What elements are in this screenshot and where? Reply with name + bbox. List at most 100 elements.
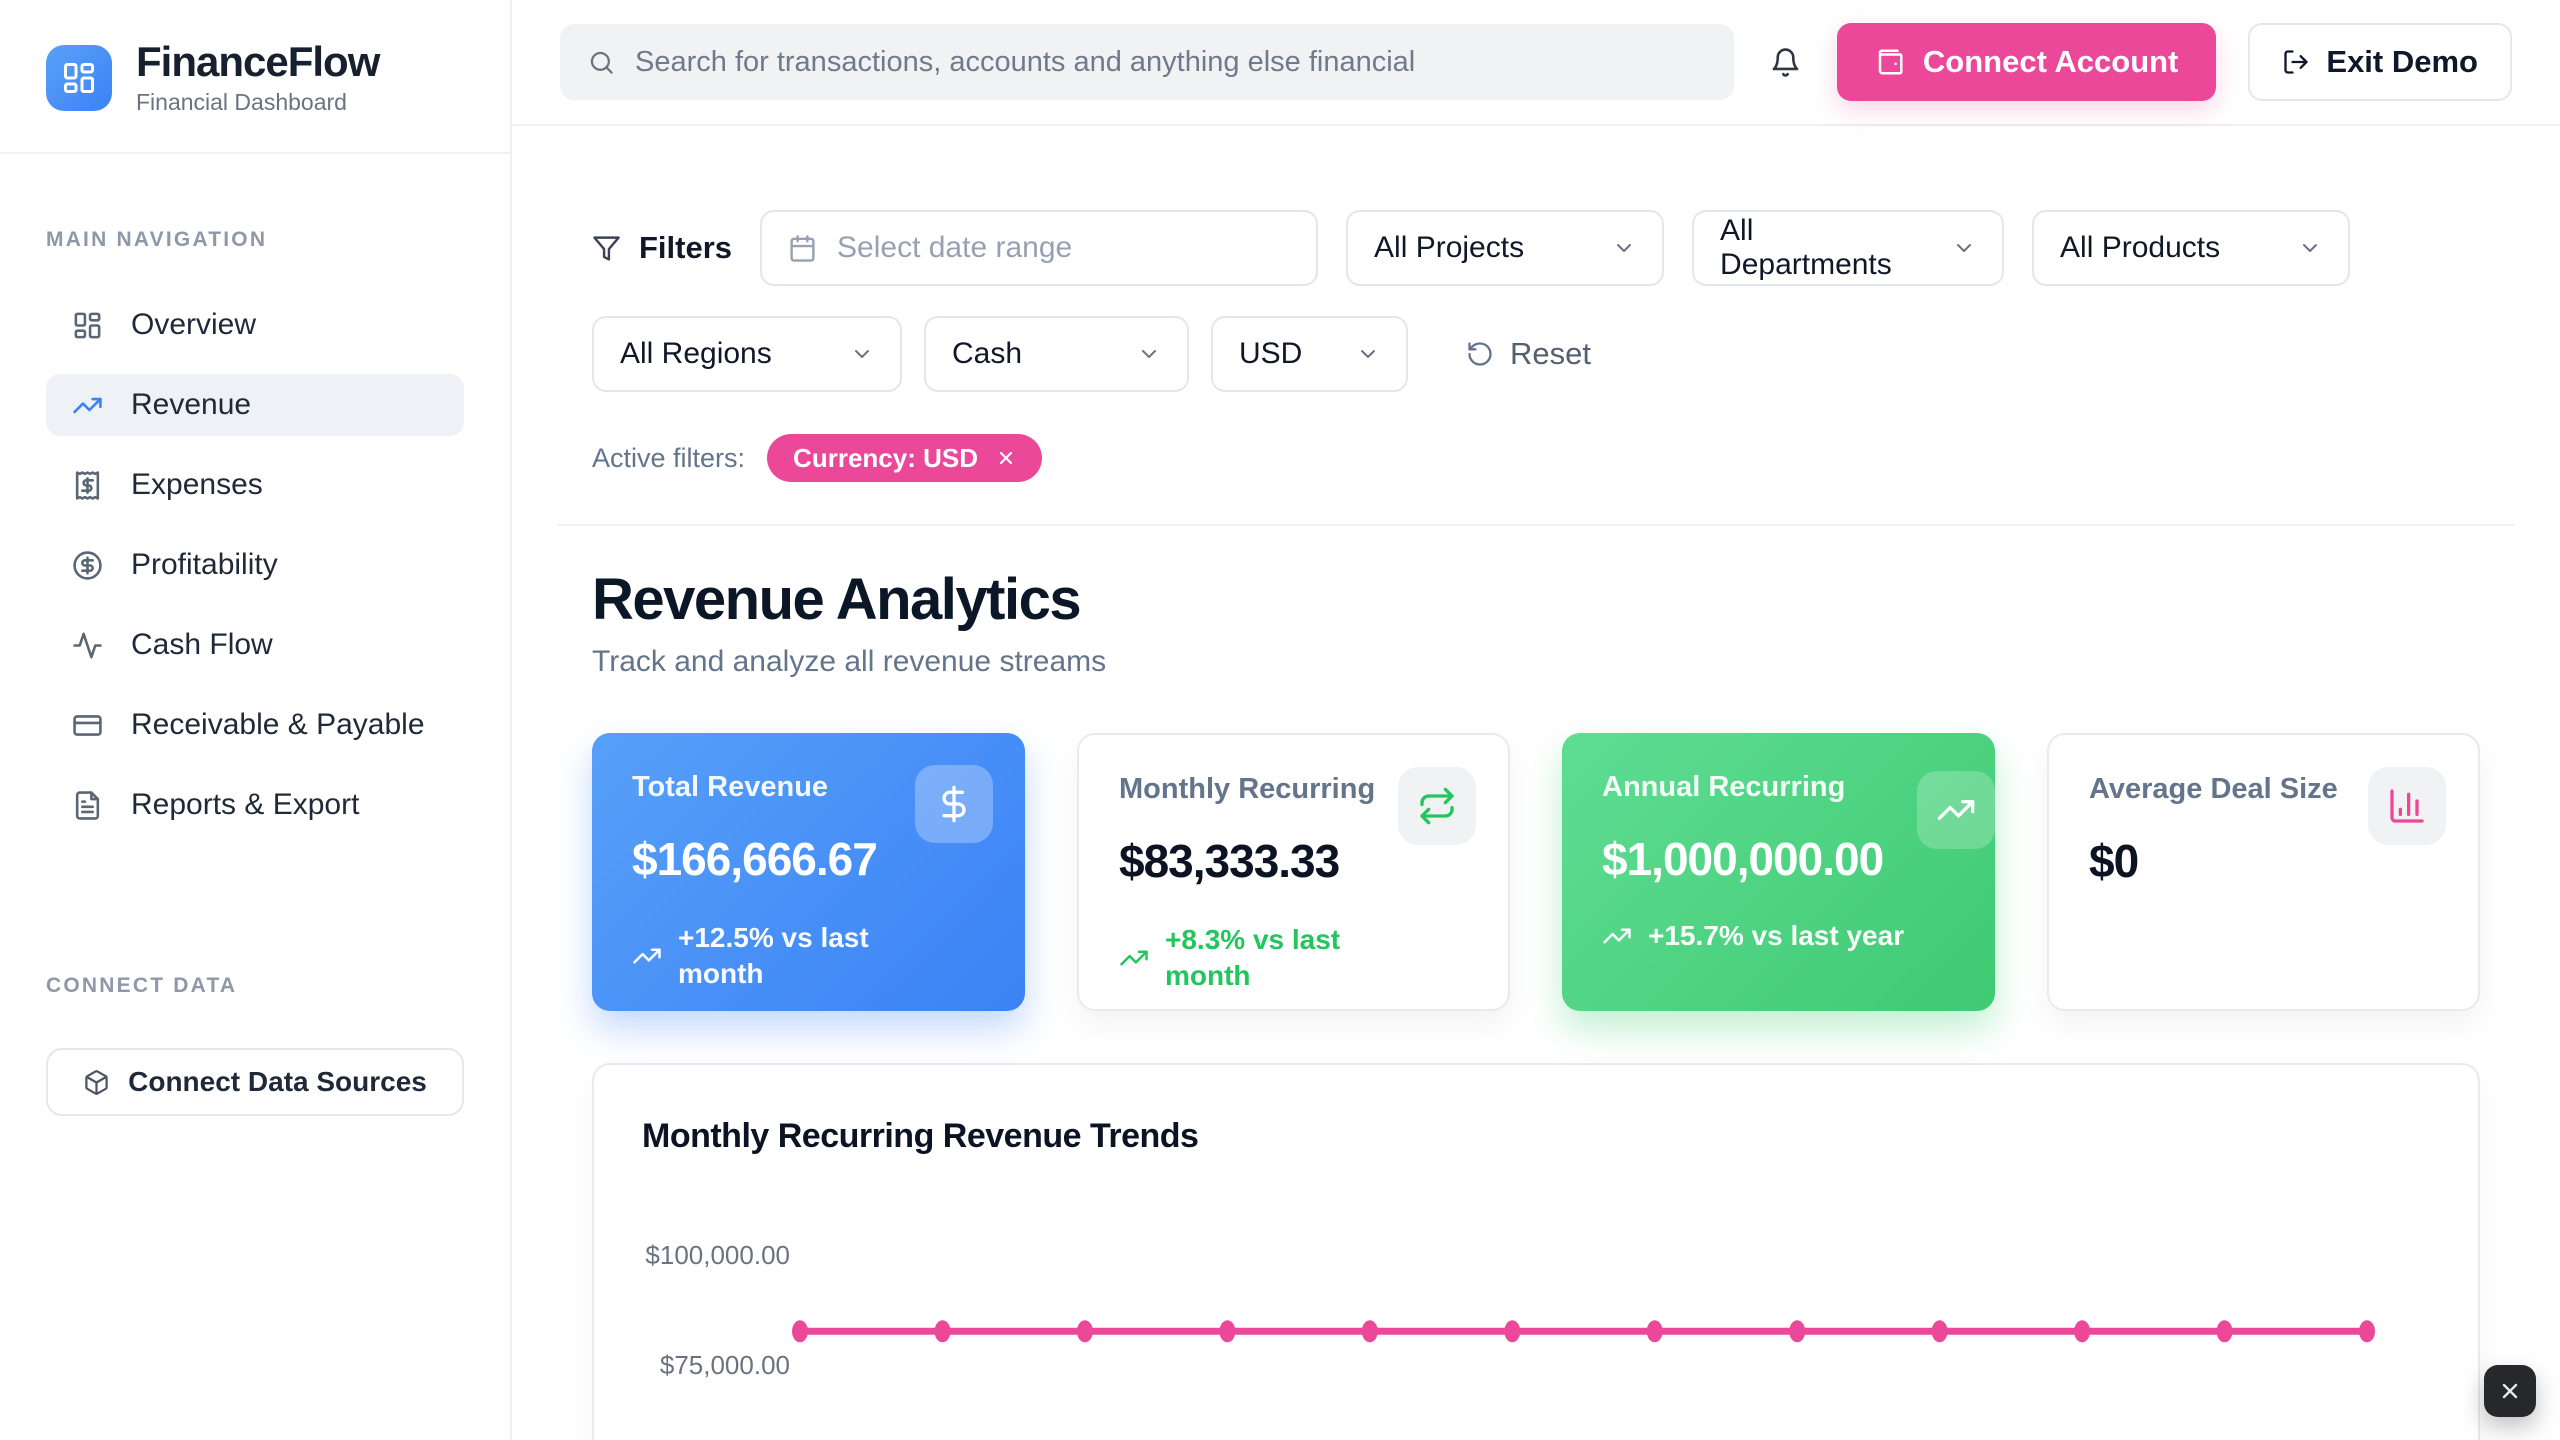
sidebar-item-reports-export[interactable]: Reports & Export: [46, 774, 464, 836]
y-axis-tick: $100,000.00: [645, 1240, 790, 1270]
divider: [558, 524, 2514, 526]
close-icon: [2502, 1383, 2518, 1399]
mrr-line-chart: $100,000.00 $75,000.00: [642, 1176, 2430, 1440]
sidebar-item-label: Profitability: [131, 548, 278, 582]
sidebar-item-overview[interactable]: Overview: [46, 294, 464, 356]
sidebar-item-label: Revenue: [131, 388, 252, 422]
filters-row-2: All Regions Cash USD Reset: [592, 316, 2480, 392]
chevron-down-icon: [1361, 350, 1375, 358]
metric-card-total-revenue: Total Revenue $166,666.67 +12.5% vs last…: [592, 733, 1025, 1011]
rotate-ccw-icon: [1468, 342, 1492, 366]
account-type-select[interactable]: Cash: [924, 316, 1189, 392]
dashboard-grid-icon: [72, 310, 103, 341]
metric-trend: +15.7% vs last year: [1602, 920, 1955, 952]
sidebar-item-cash-flow[interactable]: Cash Flow: [46, 614, 464, 676]
nav-section-label: MAIN NAVIGATION: [46, 228, 268, 252]
sidebar-item-profitability[interactable]: Profitability: [46, 534, 464, 596]
main-navigation: MAIN NAVIGATION Overview Revenue Expense…: [0, 154, 510, 1117]
wallet-icon: [1878, 49, 1903, 75]
chevron-down-icon: [1957, 244, 1972, 252]
notifications-button[interactable]: [1766, 43, 1805, 82]
receipt-icon: [72, 470, 103, 501]
metric-card-monthly-recurring: Monthly Recurring $83,333.33 +8.3% vs la…: [1077, 733, 1510, 1011]
brand-logo-icon: [46, 45, 112, 112]
currency-select[interactable]: USD: [1211, 316, 1408, 392]
metric-card-average-deal-size: Average Deal Size $0: [2047, 733, 2480, 1011]
active-filters-row: Active filters: Currency: USD: [592, 434, 2480, 482]
exit-demo-button[interactable]: Exit Demo: [2248, 23, 2512, 101]
exit-demo-label: Exit Demo: [2326, 44, 2478, 79]
trending-up-icon: [1120, 950, 1148, 966]
metric-label: Annual Recurring: [1602, 771, 1846, 803]
filters-row-1: Filters All Projects All Departments All…: [592, 210, 2480, 286]
sidebar-item-revenue[interactable]: Revenue: [46, 374, 464, 437]
repeat-icon: [1398, 767, 1476, 845]
metric-cards: Total Revenue $166,666.67 +12.5% vs last…: [592, 733, 2480, 1011]
products-select-value: All Products: [2060, 231, 2221, 264]
page-subtitle: Track and analyze all revenue streams: [592, 645, 1107, 678]
connect-data-section-label: CONNECT DATA: [46, 974, 238, 998]
departments-select-value: All Departments: [1720, 214, 1892, 281]
log-out-icon: [2284, 50, 2309, 74]
brand-tagline: Financial Dashboard: [136, 89, 347, 116]
metric-value: $83,333.33: [1119, 835, 1340, 887]
sidebar-item-label: Cash Flow: [131, 628, 273, 662]
page-title: Revenue Analytics: [592, 567, 1082, 632]
overlay-close-button[interactable]: [2484, 1365, 2536, 1417]
active-filter-chip-currency[interactable]: Currency: USD: [767, 434, 1042, 482]
connect-data-sources-button[interactable]: Connect Data Sources: [46, 1048, 464, 1117]
account-type-select-value: Cash: [952, 337, 1023, 370]
bar-chart-icon: [2368, 767, 2446, 845]
search-icon: [590, 51, 613, 74]
cube-icon: [83, 1069, 110, 1096]
chevron-down-icon: [2303, 244, 2318, 252]
sidebar-item-label: Receivable & Payable: [131, 708, 425, 742]
chevron-down-icon: [855, 350, 869, 358]
metric-trend-label: +15.7% vs last year: [1648, 920, 1905, 951]
close-icon[interactable]: [996, 448, 1016, 468]
chart-title: Monthly Recurring Revenue Trends: [642, 1117, 1199, 1155]
metric-value: $1,000,000.00: [1602, 833, 1884, 885]
metric-value: $0: [2089, 835, 2139, 887]
brand-name: FinanceFlow: [136, 38, 380, 85]
products-select[interactable]: All Products: [2032, 210, 2351, 286]
metric-trend: +12.5% vs last month: [632, 920, 985, 993]
chevron-down-icon: [1617, 244, 1632, 252]
regions-select[interactable]: All Regions: [592, 316, 902, 392]
reset-filters-button[interactable]: Reset: [1466, 336, 1591, 372]
connect-account-button[interactable]: Connect Account: [1836, 23, 2217, 101]
sidebar-item-expenses[interactable]: Expenses: [46, 454, 464, 516]
metric-label: Monthly Recurring: [1119, 773, 1376, 805]
sidebar: FinanceFlow Financial Dashboard MAIN NAV…: [0, 0, 512, 1440]
credit-card-icon: [72, 710, 103, 741]
metric-card-annual-recurring: Annual Recurring $1,000,000.00 +15.7% vs…: [1562, 733, 1995, 1011]
departments-select[interactable]: All Departments: [1692, 210, 2005, 286]
bell-icon: [1772, 47, 1799, 77]
chevron-down-icon: [1142, 350, 1156, 358]
sidebar-item-receivable-payable[interactable]: Receivable & Payable: [46, 694, 464, 756]
date-range-input[interactable]: [837, 231, 1291, 265]
dollar-circle-icon: [72, 550, 103, 581]
trending-up-icon: [1917, 771, 1995, 849]
projects-select[interactable]: All Projects: [1346, 210, 1665, 286]
active-filter-chip-label: Currency: USD: [793, 442, 978, 473]
date-range-field[interactable]: [760, 210, 1319, 286]
dollar-icon: [915, 765, 993, 843]
sidebar-item-label: Expenses: [131, 468, 263, 502]
topbar: Connect Account Exit Demo: [512, 0, 2560, 126]
global-search[interactable]: [560, 24, 1734, 100]
search-input[interactable]: [635, 45, 1706, 79]
activity-icon: [72, 630, 103, 661]
brand-block: FinanceFlow Financial Dashboard: [0, 0, 510, 155]
active-filters-label: Active filters:: [592, 442, 746, 473]
line-series: [792, 1320, 2375, 1343]
funnel-icon: [593, 235, 620, 261]
nav-list: Overview Revenue Expenses Profitability: [46, 294, 464, 836]
sidebar-item-label: Overview: [131, 308, 257, 342]
projects-select-value: All Projects: [1374, 231, 1525, 264]
metric-trend-label: +8.3% vs last month: [1165, 924, 1341, 992]
trending-up-icon: [1603, 928, 1631, 944]
metric-trend-label: +12.5% vs last month: [678, 922, 869, 990]
calendar-icon: [790, 234, 815, 262]
